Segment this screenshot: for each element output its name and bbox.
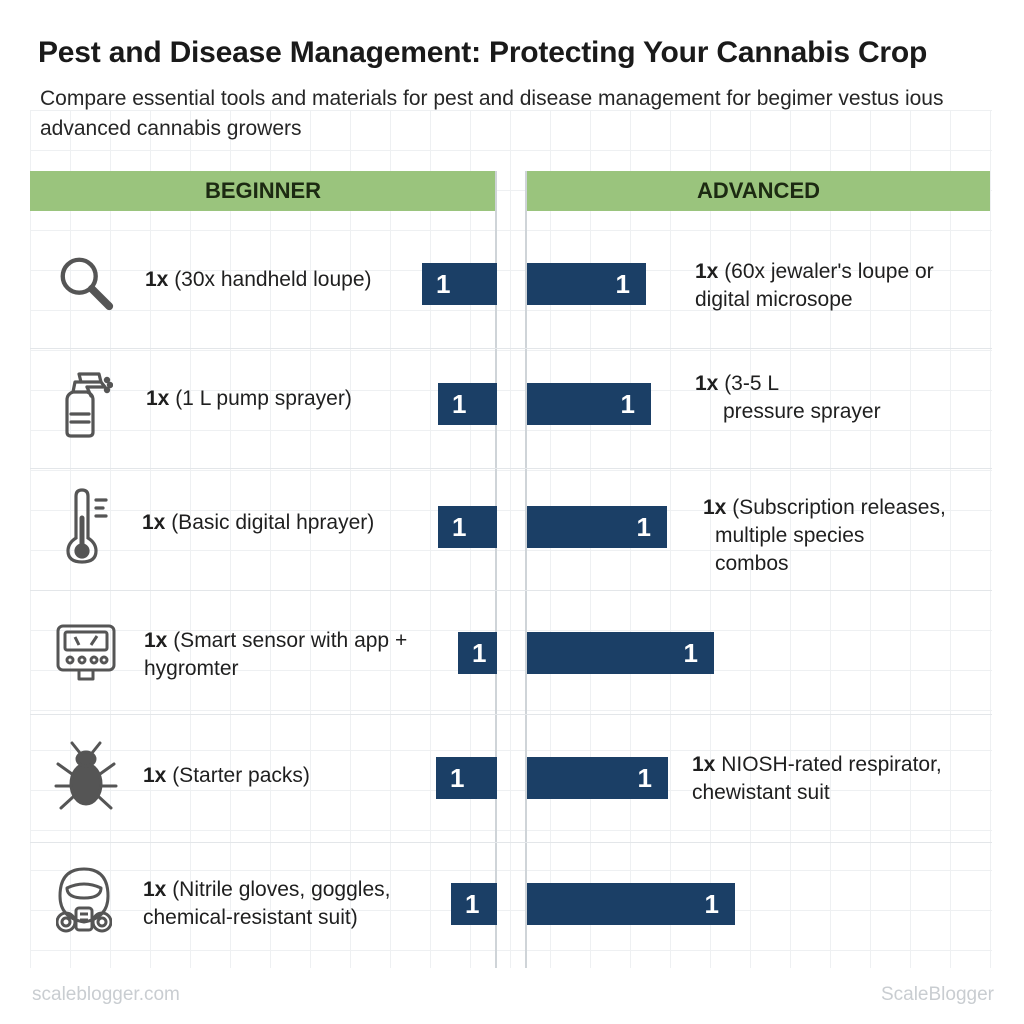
footer-website: scaleblogger.com	[32, 984, 180, 1005]
chart-subtitle: Compare essential tools and materials fo…	[40, 87, 944, 140]
beginner-bar-value: 1	[452, 511, 467, 542]
row-separator	[30, 714, 992, 715]
row-separator	[30, 468, 992, 469]
label-line: 1x (Basic digital hprayer)	[142, 511, 375, 534]
thermometer-icon	[62, 488, 114, 564]
label-line: 1x NIOSH-rated respirator,	[692, 753, 942, 776]
beginner-item-label: 1x (Smart sensor with app + hygromter	[144, 627, 407, 683]
beginner-bar-value: 1	[450, 762, 465, 793]
respirator-icon	[56, 866, 112, 938]
quantity: 1x	[692, 753, 716, 776]
quantity: 1x	[143, 878, 167, 901]
beginner-item-label: 1x (1 L pump sprayer)	[146, 385, 352, 413]
beginner-item-label: 1x (30x handheld loupe)	[145, 266, 372, 294]
label-line: chemical-resistant suit)	[143, 906, 358, 929]
label-line: pressure sprayer	[723, 400, 881, 423]
quantity: 1x	[703, 496, 727, 519]
advanced-item-label: 1x (60x jewaler's loupe or digital micros…	[695, 258, 934, 314]
advanced-bar-value: 1	[637, 762, 652, 793]
beginner-bar: 1	[458, 632, 497, 674]
beginner-bar: 1	[451, 883, 497, 925]
advanced-bar-value: 1	[683, 637, 698, 668]
column-header-beginner: BEGINNER	[30, 171, 496, 211]
label-line: 1x (1 L pump sprayer)	[146, 387, 352, 410]
quantity: 1x	[144, 629, 168, 652]
quantity: 1x	[695, 260, 719, 283]
beginner-bar: 1	[422, 263, 497, 305]
beginner-axis-line	[495, 171, 497, 968]
beginner-bar-value: 1	[436, 268, 451, 299]
label-line: 1x (Smart sensor with app +	[144, 629, 408, 652]
beginner-bar-value: 1	[472, 637, 487, 668]
beginner-bar: 1	[438, 383, 497, 425]
advanced-bar: 1	[527, 506, 667, 548]
advanced-bar: 1	[527, 757, 668, 799]
quantity: 1x	[146, 387, 170, 410]
beginner-item-label: 1x (Basic digital hprayer)	[142, 509, 374, 537]
advanced-bar: 1	[527, 263, 646, 305]
row-separator	[30, 842, 992, 843]
label-line: combos	[715, 552, 789, 575]
advanced-item-label: 1x NIOSH-rated respirator, chewistant sui…	[692, 751, 942, 807]
sensor-icon	[55, 620, 117, 682]
advanced-bar-value: 1	[636, 511, 651, 542]
label-line: 1x (Subscription releases,	[703, 496, 946, 519]
quantity: 1x	[142, 511, 166, 534]
advanced-bar: 1	[527, 632, 714, 674]
advanced-bar: 1	[527, 883, 735, 925]
advanced-bar: 1	[527, 383, 651, 425]
label-line: multiple species	[715, 524, 865, 547]
bug-icon	[52, 740, 120, 810]
label-line: 1x (Starter packs)	[143, 764, 310, 787]
advanced-item-label: 1x (3-5 L pressure sprayer	[695, 370, 881, 426]
magnifier-icon	[55, 252, 117, 314]
advanced-bar-value: 1	[704, 888, 719, 919]
beginner-item-label: 1x (Nitrile gloves, goggles, chemical-res…	[143, 876, 390, 932]
advanced-axis-line	[525, 171, 527, 968]
beginner-bar-value: 1	[452, 388, 467, 419]
beginner-bar-value: 1	[465, 888, 480, 919]
beginner-item-label: 1x (Starter packs)	[143, 762, 310, 790]
quantity: 1x	[695, 372, 719, 395]
beginner-bar: 1	[438, 506, 497, 548]
chart-title: Pest and Disease Management: Protecting …	[38, 36, 928, 69]
label-line: 1x (Nitrile gloves, goggles,	[143, 878, 391, 901]
row-separator	[30, 590, 992, 591]
background-grid	[30, 110, 992, 968]
column-header-advanced: ADVANCED	[527, 171, 990, 211]
label-line: chewistant suit	[692, 781, 830, 804]
quantity: 1x	[143, 764, 167, 787]
advanced-bar-value: 1	[615, 268, 630, 299]
row-separator	[30, 348, 992, 349]
label-line: 1x (3-5 L	[695, 372, 780, 395]
label-line: 1x (60x jewaler's loupe or	[695, 260, 934, 283]
advanced-item-label: 1x (Subscription releases, multiple speci…	[703, 494, 946, 578]
sprayer-icon	[57, 370, 113, 438]
label-line: hygromter	[144, 657, 239, 680]
quantity: 1x	[145, 268, 169, 291]
advanced-bar-value: 1	[620, 388, 635, 419]
footer-brand: ScaleBlogger	[880, 984, 994, 1005]
label-line: 1x (30x handheld loupe)	[145, 268, 372, 291]
label-line: digital microsope	[695, 288, 853, 311]
beginner-bar: 1	[436, 757, 497, 799]
